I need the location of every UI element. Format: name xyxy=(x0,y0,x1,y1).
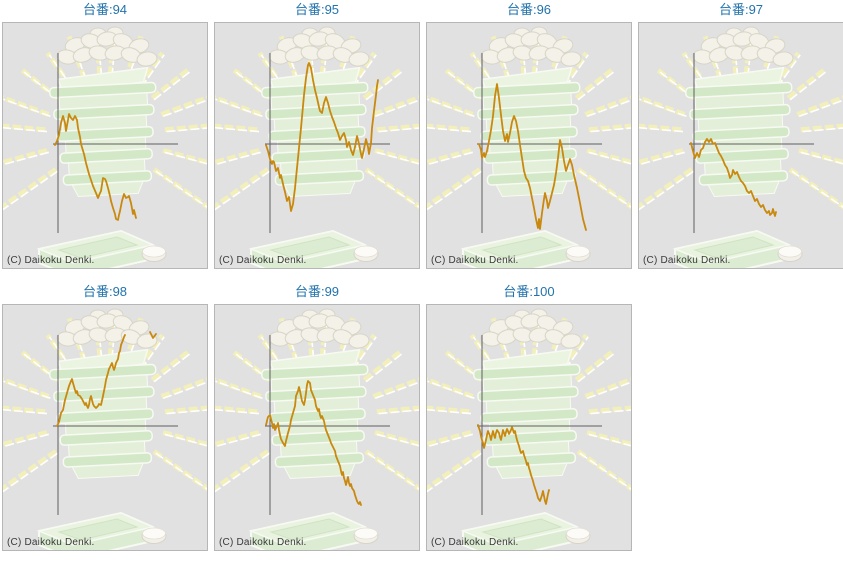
machine-panel-98: 台番:98 (C) Daikoku Denki. xyxy=(2,282,208,551)
machine-panel-94: 台番:94 (C) Daikoku Denki. xyxy=(2,0,208,269)
copyright-label: (C) Daikoku Denki. xyxy=(643,255,731,266)
machine-title-97[interactable]: 台番:97 xyxy=(718,2,764,17)
slump-chart-99 xyxy=(215,305,419,550)
slump-chart-98 xyxy=(3,305,207,550)
slump-graph-99: (C) Daikoku Denki. xyxy=(214,304,420,551)
copyright-label: (C) Daikoku Denki. xyxy=(7,255,95,266)
slump-chart-97 xyxy=(639,23,843,268)
slump-graph-100: (C) Daikoku Denki. xyxy=(426,304,632,551)
machine-title-100[interactable]: 台番:100 xyxy=(503,284,555,299)
copyright-label: (C) Daikoku Denki. xyxy=(431,255,519,266)
copyright-label: (C) Daikoku Denki. xyxy=(219,255,307,266)
machine-panel-100: 台番:100 (C) Daikoku Denki. xyxy=(426,282,632,551)
machine-watermark-icon xyxy=(427,27,631,268)
copyright-label: (C) Daikoku Denki. xyxy=(219,537,307,548)
machine-watermark-icon xyxy=(3,309,207,550)
machine-watermark-icon xyxy=(215,27,419,268)
slump-graph-94: (C) Daikoku Denki. xyxy=(2,22,208,269)
machine-watermark-icon xyxy=(215,309,419,550)
machine-title-94[interactable]: 台番:94 xyxy=(82,2,128,17)
copyright-label: (C) Daikoku Denki. xyxy=(431,537,519,548)
slump-chart-96 xyxy=(427,23,631,268)
row-1: 台番:94 (C) Daikoku Denki. 台番:95 (C) Daiko… xyxy=(2,0,843,269)
machine-title-99[interactable]: 台番:99 xyxy=(294,284,340,299)
slump-graph-98: (C) Daikoku Denki. xyxy=(2,304,208,551)
machine-title-98[interactable]: 台番:98 xyxy=(82,284,128,299)
machine-panel-97: 台番:97 (C) Daikoku Denki. xyxy=(638,0,843,269)
slump-chart-94 xyxy=(3,23,207,268)
machine-title-96[interactable]: 台番:96 xyxy=(506,2,552,17)
slump-graph-96: (C) Daikoku Denki. xyxy=(426,22,632,269)
machine-title-95[interactable]: 台番:95 xyxy=(294,2,340,17)
machine-panel-95: 台番:95 (C) Daikoku Denki. xyxy=(214,0,420,269)
machine-watermark-icon xyxy=(639,27,843,268)
slump-chart-95 xyxy=(215,23,419,268)
copyright-label: (C) Daikoku Denki. xyxy=(7,537,95,548)
machine-watermark-icon xyxy=(427,309,631,550)
slump-chart-100 xyxy=(427,305,631,550)
machine-watermark-icon xyxy=(3,27,207,268)
row-2: 台番:98 (C) Daikoku Denki. 台番:99 (C) Daiko… xyxy=(2,282,843,551)
slump-graph-95: (C) Daikoku Denki. xyxy=(214,22,420,269)
slump-graph-97: (C) Daikoku Denki. xyxy=(638,22,843,269)
machine-panel-99: 台番:99 (C) Daikoku Denki. xyxy=(214,282,420,551)
machine-panel-96: 台番:96 (C) Daikoku Denki. xyxy=(426,0,632,269)
